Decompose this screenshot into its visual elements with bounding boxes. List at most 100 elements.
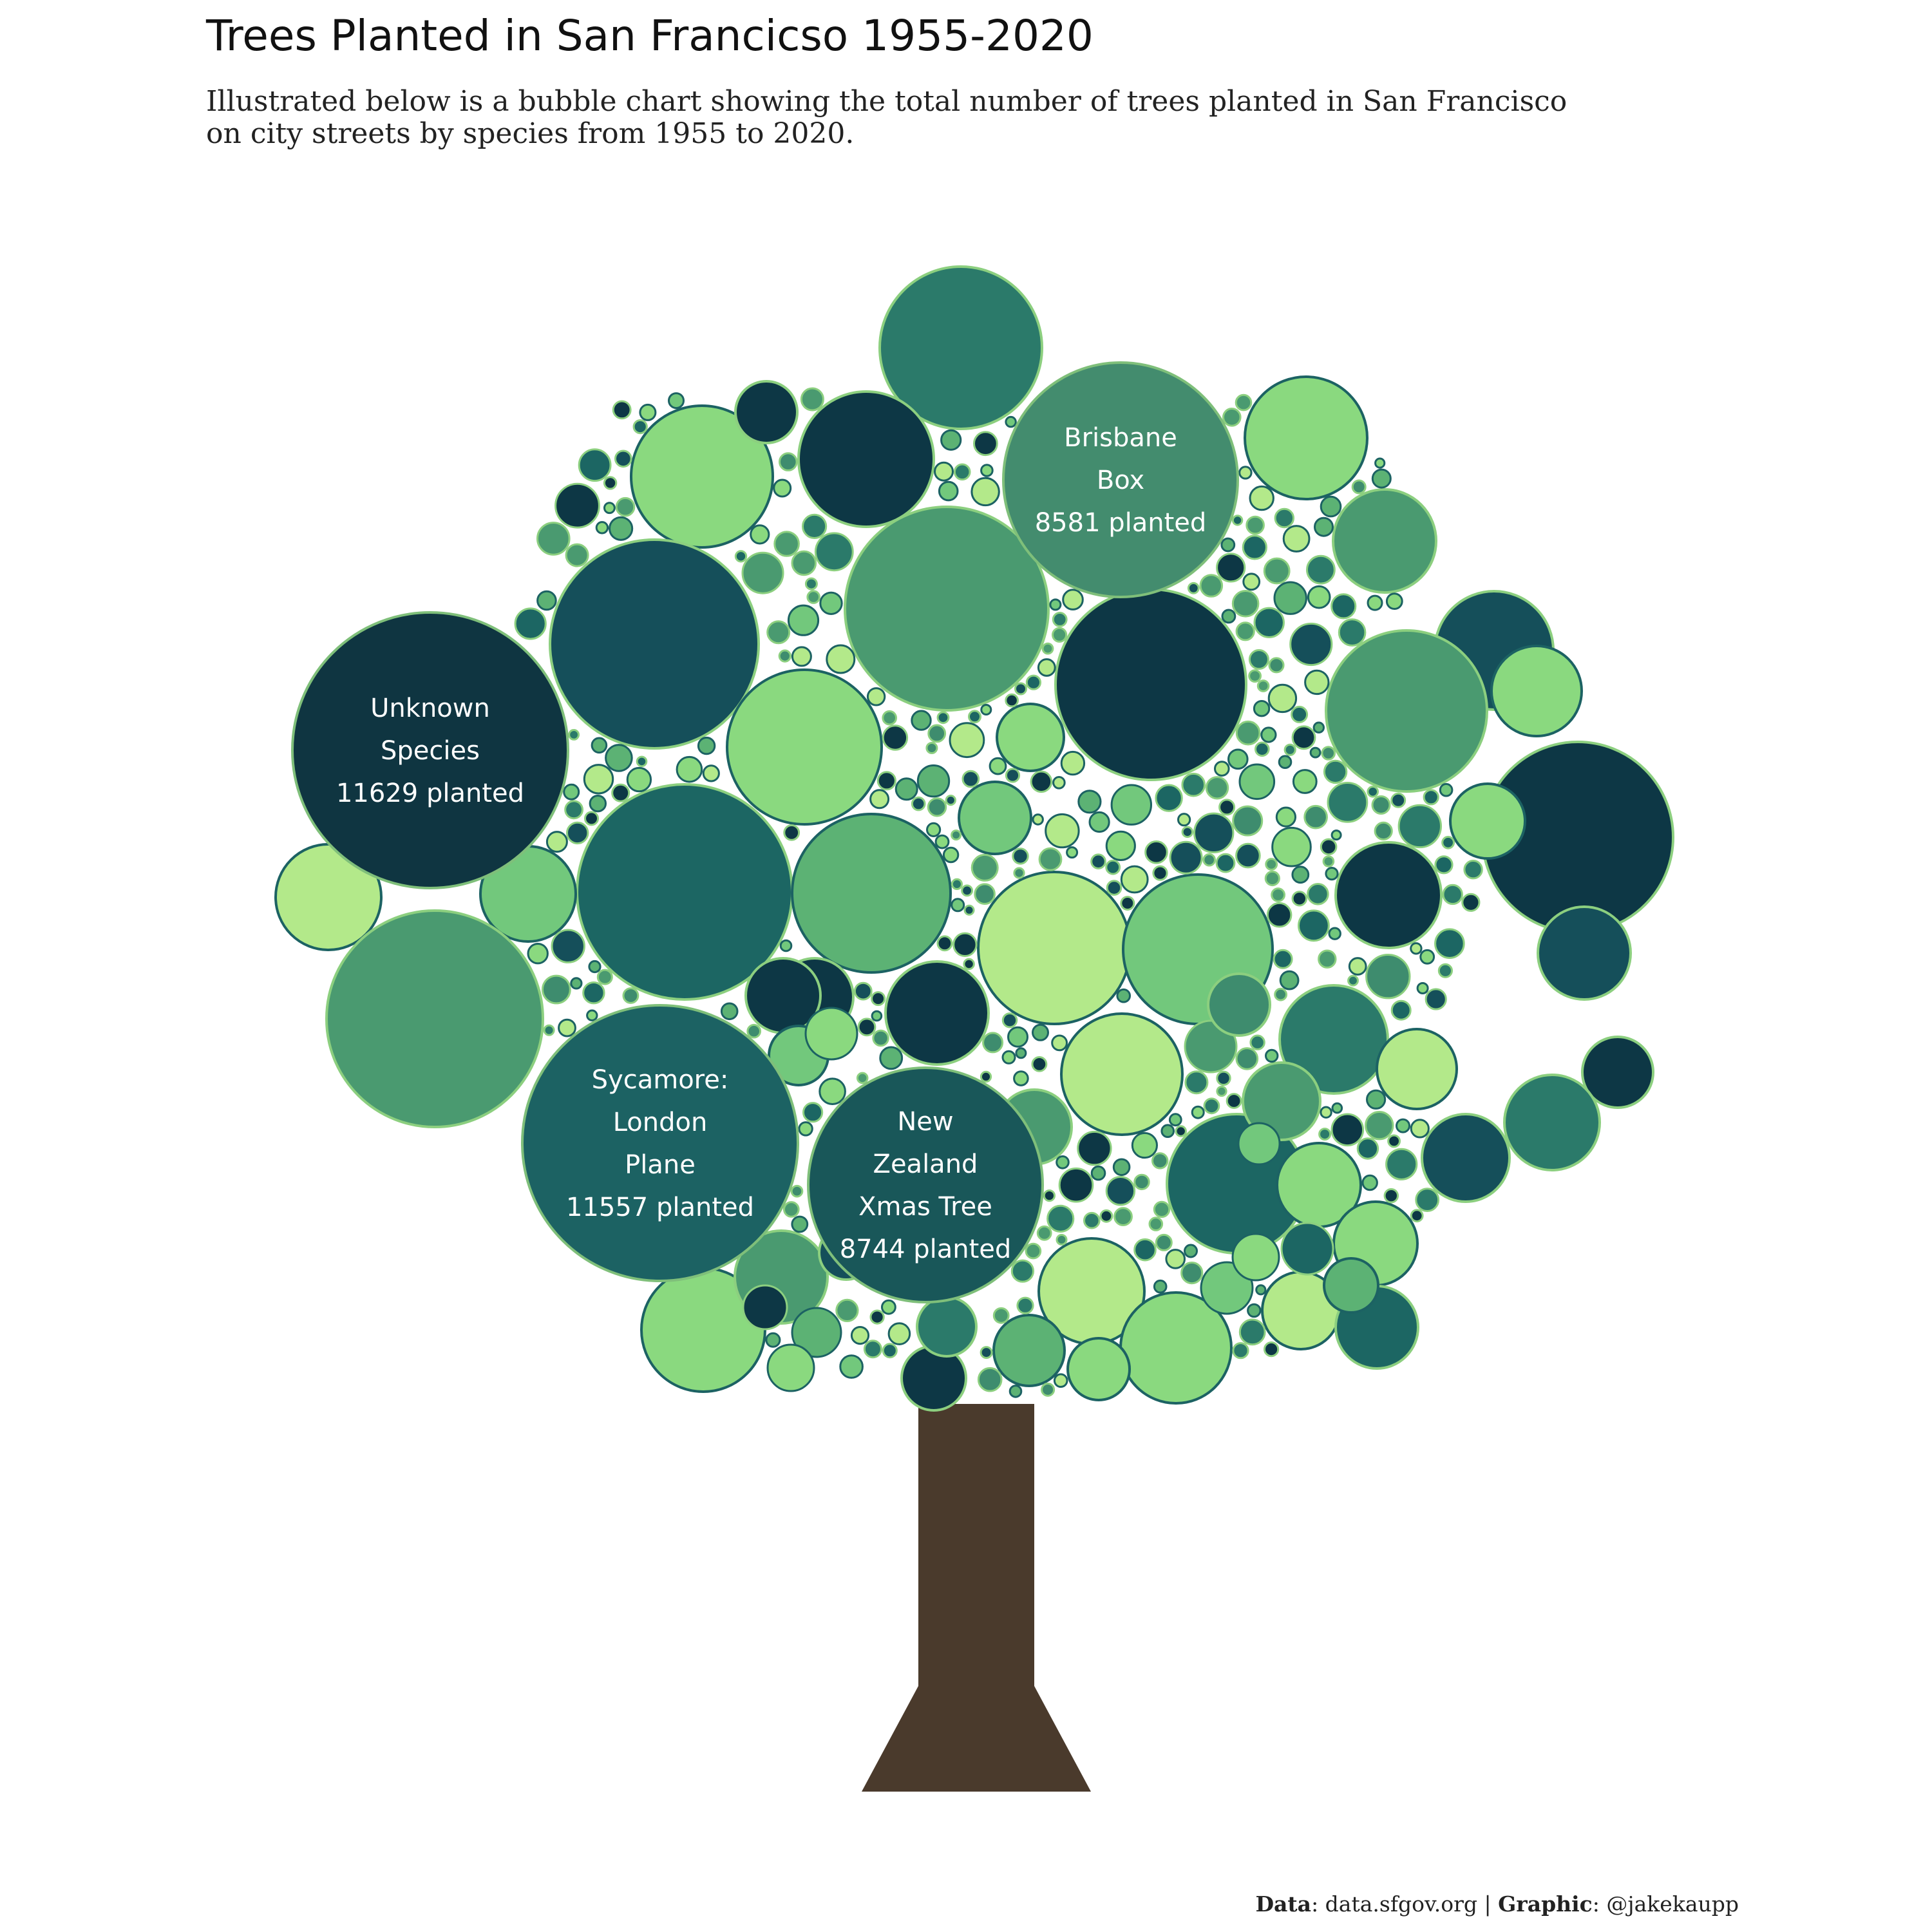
species-bubble-small — [1051, 1034, 1068, 1052]
species-bubble-small — [1001, 1050, 1016, 1065]
species-bubble — [1503, 1074, 1601, 1171]
species-bubble-small — [1214, 761, 1230, 777]
species-bubble-small — [1215, 853, 1236, 873]
species-bubble-small — [926, 822, 942, 838]
species-bubble-small — [1060, 750, 1086, 776]
species-bubble-small — [1283, 743, 1296, 756]
species-bubble-small — [1338, 618, 1367, 647]
species-bubble-small — [1365, 1111, 1394, 1141]
species-bubble-small — [1058, 1167, 1094, 1203]
species-bubble-small — [1314, 516, 1334, 537]
species-bubble-small — [1110, 784, 1153, 826]
species-bubble-small — [1025, 1242, 1042, 1260]
species-bubble-small — [668, 392, 685, 410]
species-bubble-small — [1268, 657, 1285, 674]
species-bubble-small — [1221, 609, 1236, 624]
species-bubble-small — [1396, 1118, 1410, 1133]
species-bubble-small — [697, 736, 716, 755]
species-bubble-small — [766, 620, 791, 645]
species-bubble-small — [1168, 1113, 1182, 1127]
species-bubble-small — [1052, 612, 1068, 627]
species-bubble-small — [806, 590, 820, 604]
bubble-label-line: Unknown — [370, 694, 490, 723]
species-bubble-small — [790, 1184, 804, 1198]
species-bubble-small — [872, 1029, 889, 1047]
species-bubble-small — [911, 796, 926, 811]
species-bubble-small — [1463, 860, 1483, 880]
species-bubble-small — [1331, 593, 1357, 620]
species-bubble-small — [1387, 1134, 1401, 1148]
species-bubble-small — [1052, 627, 1068, 643]
species-bubble-small — [869, 789, 890, 810]
species-bubble-small — [545, 831, 568, 853]
species-bubble-small — [1320, 495, 1342, 518]
species-bubble-small — [1112, 1158, 1131, 1177]
species-bubble-small — [802, 1102, 824, 1123]
species-bubble-small — [1235, 1047, 1259, 1070]
species-bubble-small — [882, 724, 909, 751]
species-bubble-small — [1410, 1209, 1424, 1223]
species-bubble — [1060, 1012, 1184, 1136]
bubble-label-line: New — [897, 1107, 953, 1137]
species-bubble-small — [1227, 748, 1249, 770]
species-bubble-small — [636, 755, 648, 768]
species-bubble — [1242, 1061, 1321, 1141]
species-bubble-small — [612, 400, 632, 420]
species-bubble-small — [1273, 949, 1293, 969]
species-bubble-small — [1222, 408, 1242, 427]
species-bubble — [884, 960, 990, 1066]
labeled-species-bubble — [291, 611, 569, 889]
species-bubble-small — [1160, 1124, 1175, 1138]
species-bubble-small — [1248, 669, 1262, 683]
species-bubble-small — [1133, 1173, 1150, 1191]
species-bubble-small — [1148, 1217, 1164, 1231]
species-bubble-small — [1312, 721, 1325, 734]
species-bubble-small — [1331, 829, 1342, 841]
species-bubble-small — [942, 846, 960, 864]
species-bubble-small — [1356, 1137, 1379, 1160]
species-bubble-small — [949, 722, 985, 759]
species-bubble-small — [973, 431, 998, 457]
species-bubble-small — [1191, 1105, 1205, 1119]
species-bubble-small — [934, 461, 954, 482]
bubble-label-line: Zealand — [873, 1150, 978, 1179]
species-bubble-small — [1016, 1296, 1034, 1314]
species-bubble — [797, 390, 935, 528]
species-bubble — [804, 1007, 858, 1061]
species-bubble-small — [951, 878, 963, 891]
species-bubble-small — [1434, 928, 1465, 959]
labeled-species-bubble — [807, 1066, 1044, 1303]
species-bubble-small — [1116, 988, 1131, 1003]
species-bubble-small — [611, 783, 630, 802]
species-bubble-small — [977, 1367, 1003, 1392]
species-bubble-small — [1218, 799, 1236, 816]
bubble-label-line: Sycamore: — [592, 1065, 729, 1095]
species-bubble-small — [1273, 581, 1307, 615]
species-bubble-small — [720, 1002, 739, 1021]
species-bubble-small — [1437, 963, 1453, 978]
species-bubble-small — [1030, 770, 1053, 793]
species-bubble-small — [586, 1009, 598, 1021]
species-bubble-small — [596, 969, 613, 985]
caption-data-label: Data — [1255, 1891, 1311, 1917]
species-bubble-small — [1323, 759, 1348, 784]
species-bubble — [1054, 588, 1247, 781]
species-bubble-small — [676, 755, 703, 783]
species-bubble-small — [925, 742, 938, 754]
species-bubble-small — [1232, 805, 1264, 837]
species-bubble-small — [1120, 896, 1135, 911]
species-bubble-small — [952, 932, 978, 958]
species-bubble-small — [963, 904, 975, 916]
species-bubble-small — [1202, 853, 1216, 867]
species-bubble-small — [1264, 870, 1280, 887]
species-bubble-small — [876, 771, 896, 791]
species-bubble-small — [1423, 789, 1439, 806]
species-bubble-small — [1253, 700, 1271, 717]
species-bubble-small — [856, 1072, 869, 1084]
species-bubble-small — [1390, 792, 1406, 808]
species-bubble-small — [1180, 1262, 1204, 1285]
species-bubble-small — [1184, 1070, 1209, 1095]
species-bubble-small — [1005, 768, 1021, 783]
species-bubble-small — [934, 834, 950, 849]
species-bubble-small — [953, 463, 971, 481]
